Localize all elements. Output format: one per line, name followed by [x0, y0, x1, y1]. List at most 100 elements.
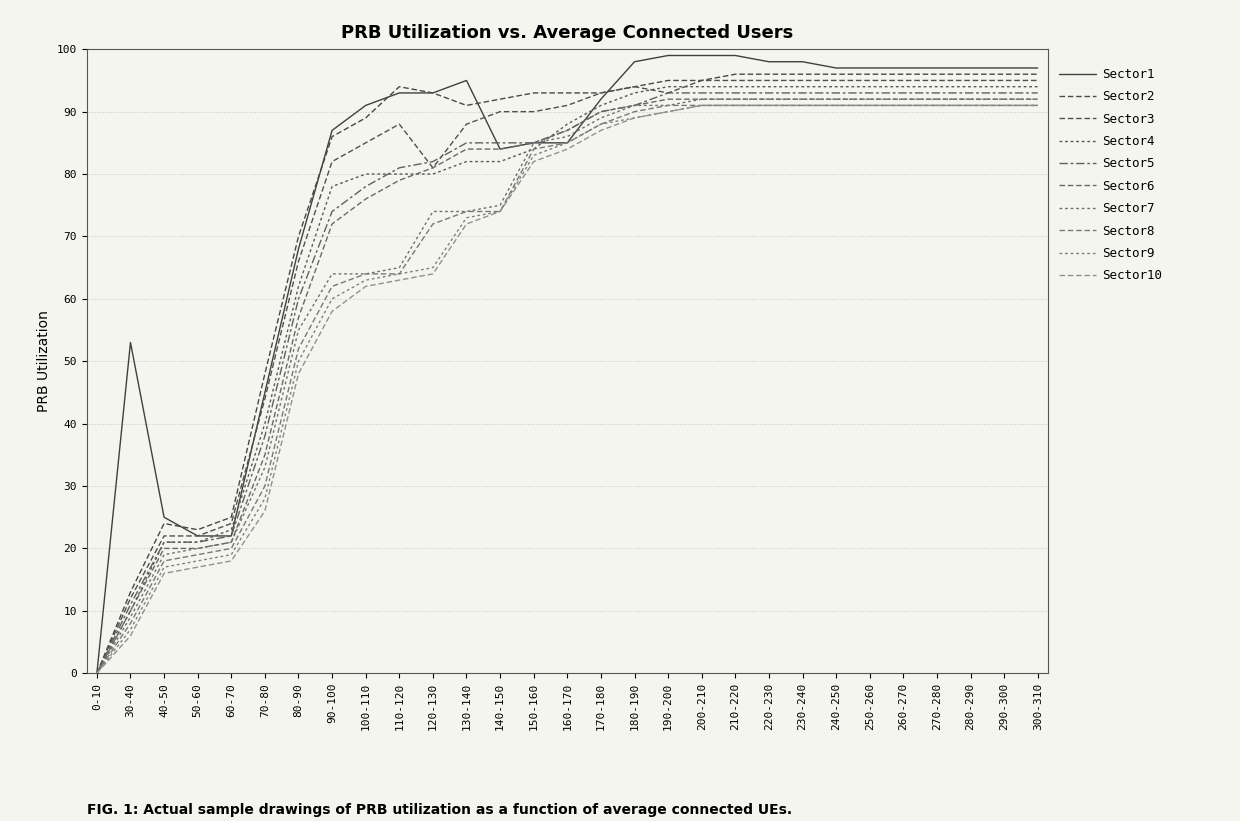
Sector5 — [492, 138, 507, 148]
Sector10 — [661, 107, 676, 117]
Sector3 — [325, 157, 340, 167]
Sector9 — [89, 668, 104, 678]
Sector5 — [627, 100, 642, 110]
Sector3 — [123, 594, 138, 603]
Sector10 — [997, 100, 1012, 110]
Sector2 — [291, 232, 306, 241]
Sector5 — [761, 88, 776, 98]
Sector7 — [258, 462, 273, 472]
Sector9 — [828, 100, 843, 110]
Sector6 — [392, 176, 407, 186]
Sector10 — [526, 157, 541, 167]
Sector1 — [291, 244, 306, 254]
Sector5 — [559, 126, 574, 135]
Sector2 — [392, 82, 407, 92]
Sector7 — [291, 325, 306, 335]
Sector1 — [728, 51, 743, 61]
Sector5 — [190, 537, 205, 547]
Sector9 — [997, 100, 1012, 110]
Sector7 — [828, 94, 843, 104]
Sector6 — [492, 144, 507, 154]
Sector4 — [795, 82, 810, 92]
Sector9 — [594, 119, 609, 129]
Sector7 — [425, 207, 440, 217]
Sector7 — [930, 94, 945, 104]
Sector4 — [425, 169, 440, 179]
Sector7 — [661, 100, 676, 110]
Line: Sector5: Sector5 — [97, 93, 1038, 673]
Sector5 — [661, 88, 676, 98]
Sector10 — [459, 219, 474, 229]
Sector10 — [728, 100, 743, 110]
Sector9 — [526, 150, 541, 160]
Sector4 — [895, 82, 910, 92]
Sector8 — [224, 544, 239, 553]
Sector6 — [559, 126, 574, 135]
Sector2 — [627, 82, 642, 92]
Sector1 — [325, 126, 340, 135]
Sector9 — [123, 625, 138, 635]
Sector10 — [156, 568, 171, 578]
Sector4 — [492, 157, 507, 167]
Sector4 — [997, 82, 1012, 92]
Sector3 — [728, 76, 743, 85]
Sector6 — [325, 219, 340, 229]
Sector6 — [425, 163, 440, 172]
Sector3 — [559, 100, 574, 110]
Sector1 — [1030, 63, 1045, 73]
Sector7 — [190, 544, 205, 553]
Sector2 — [492, 94, 507, 104]
Sector1 — [190, 531, 205, 541]
Sector5 — [258, 431, 273, 441]
Sector10 — [258, 506, 273, 516]
Sector1 — [156, 512, 171, 522]
Y-axis label: PRB Utilization: PRB Utilization — [37, 310, 51, 412]
Sector5 — [459, 138, 474, 148]
Sector4 — [963, 82, 978, 92]
Line: Sector7: Sector7 — [97, 99, 1038, 673]
Sector10 — [761, 100, 776, 110]
Sector10 — [862, 100, 877, 110]
Sector6 — [661, 94, 676, 104]
Sector7 — [392, 263, 407, 273]
Sector4 — [627, 88, 642, 98]
Sector4 — [291, 282, 306, 291]
Sector9 — [930, 100, 945, 110]
Title: PRB Utilization vs. Average Connected Users: PRB Utilization vs. Average Connected Us… — [341, 24, 794, 42]
Sector8 — [358, 269, 373, 279]
Sector9 — [728, 100, 743, 110]
Sector8 — [559, 138, 574, 148]
Sector1 — [459, 76, 474, 85]
Sector6 — [291, 313, 306, 323]
Sector7 — [123, 612, 138, 622]
Sector1 — [997, 63, 1012, 73]
Sector3 — [492, 107, 507, 117]
Sector8 — [828, 100, 843, 110]
Sector2 — [156, 519, 171, 529]
Sector2 — [258, 369, 273, 378]
Sector5 — [325, 207, 340, 217]
Sector5 — [526, 138, 541, 148]
Sector10 — [425, 269, 440, 279]
Sector1 — [123, 337, 138, 347]
Sector5 — [89, 668, 104, 678]
Sector2 — [526, 88, 541, 98]
Sector6 — [526, 138, 541, 148]
Sector3 — [392, 119, 407, 129]
Sector8 — [627, 107, 642, 117]
Sector5 — [392, 163, 407, 172]
Sector5 — [862, 88, 877, 98]
Sector8 — [526, 144, 541, 154]
Sector10 — [325, 306, 340, 316]
Sector1 — [795, 57, 810, 67]
Line: Sector4: Sector4 — [97, 87, 1038, 673]
Sector6 — [1030, 94, 1045, 104]
Sector5 — [1030, 88, 1045, 98]
Sector5 — [930, 88, 945, 98]
Sector6 — [594, 107, 609, 117]
Sector7 — [895, 94, 910, 104]
Sector8 — [661, 100, 676, 110]
Sector3 — [291, 256, 306, 266]
Sector2 — [224, 512, 239, 522]
Sector2 — [963, 69, 978, 79]
